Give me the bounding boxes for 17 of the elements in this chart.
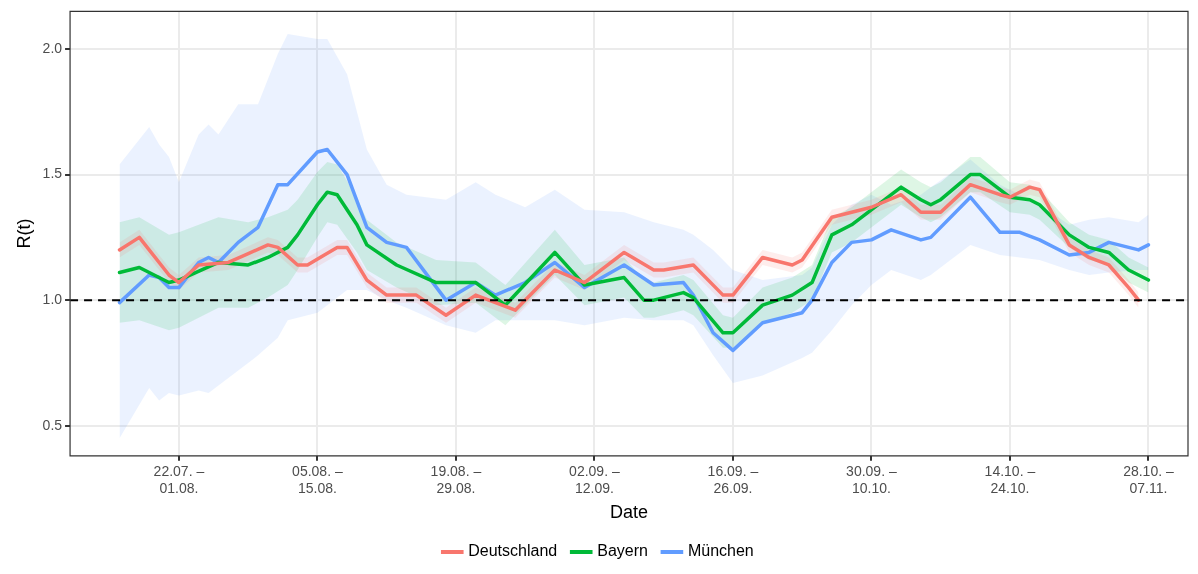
- y-tick-label: 2.0: [42, 39, 63, 56]
- x-tick-label: 16.09. – 26.09.: [707, 463, 759, 496]
- x-tick-label: 19.08. – 29.08.: [430, 463, 482, 496]
- legend-label: Bayern: [597, 542, 648, 560]
- y-axis-title: R(t): [13, 218, 34, 249]
- x-axis-title: Date: [610, 502, 649, 523]
- y-tick-label: 0.5: [42, 416, 63, 433]
- x-tick-label: 14.10. – 24.10.: [984, 463, 1036, 496]
- x-tick-label: 22.07. – 01.08.: [153, 463, 205, 496]
- legend-label: Deutschland: [468, 542, 558, 560]
- legend-label: München: [687, 542, 754, 560]
- x-tick-label: 02.09. – 12.09.: [569, 463, 620, 496]
- y-tick-label: 1.0: [42, 290, 63, 307]
- x-tick-label: 28.10. – 07.11.: [1123, 463, 1174, 496]
- x-tick-label: 05.08. – 15.08.: [292, 463, 343, 496]
- x-tick-label: 30.09. – 10.10.: [846, 463, 897, 496]
- y-tick-label: 1.5: [42, 165, 63, 182]
